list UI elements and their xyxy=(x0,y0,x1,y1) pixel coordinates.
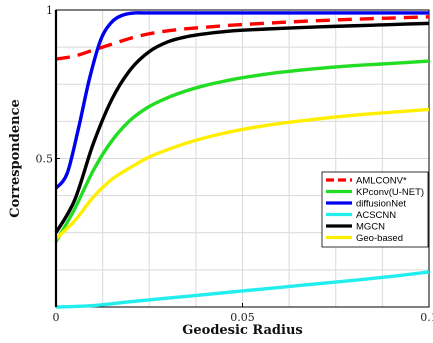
series-line-acscnn xyxy=(55,270,430,309)
series-line-amlconv xyxy=(55,15,430,61)
y-tick-label: 1 xyxy=(46,4,53,17)
series-line-kpconv-u-net xyxy=(54,59,430,243)
legend-label: AMLCONV* xyxy=(356,176,407,187)
legend-label: MGCN xyxy=(356,222,385,233)
x-axis-title: Geodesic Radius xyxy=(182,323,302,338)
ticks: 0 0.05 0.1 0.5 1 xyxy=(36,4,433,324)
legend: AMLCONV*KPconv(U-NET)diffusionNetACSCNNM… xyxy=(321,171,429,248)
series-line-mgcn xyxy=(54,21,430,234)
y-axis-title: Correspondence xyxy=(8,99,23,218)
legend-box xyxy=(321,171,429,248)
x-tick-label: 0.1 xyxy=(420,311,433,324)
x-tick-label: 0.05 xyxy=(230,311,255,324)
legend-label: diffusionNet xyxy=(356,199,406,210)
series-line-diffusionnet xyxy=(54,11,429,190)
legend-label: ACSCNN xyxy=(356,210,396,221)
series-layer xyxy=(54,11,430,309)
series-line-geo-based xyxy=(54,107,430,240)
legend-label: Geo-based xyxy=(356,233,403,244)
x-tick-label: 0 xyxy=(53,311,60,324)
y-tick-label: 0.5 xyxy=(36,153,54,166)
legend-label: KPconv(U-NET) xyxy=(356,187,424,198)
